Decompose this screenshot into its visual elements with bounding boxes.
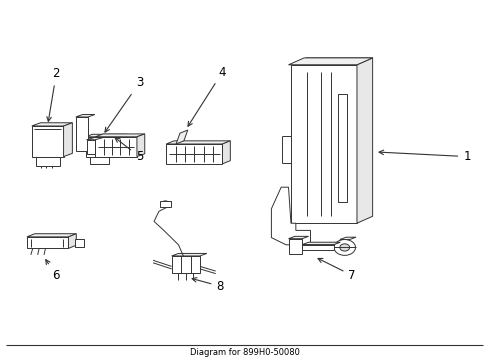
- Circle shape: [344, 58, 351, 63]
- Polygon shape: [166, 144, 222, 164]
- Circle shape: [36, 138, 56, 152]
- Polygon shape: [95, 137, 137, 157]
- Polygon shape: [27, 234, 76, 237]
- Polygon shape: [166, 141, 230, 144]
- Polygon shape: [85, 134, 126, 137]
- Circle shape: [161, 201, 169, 207]
- Polygon shape: [339, 237, 355, 239]
- Polygon shape: [76, 114, 95, 117]
- Circle shape: [41, 142, 50, 148]
- Bar: [75, 239, 84, 247]
- Circle shape: [333, 239, 355, 255]
- Circle shape: [289, 243, 299, 251]
- Polygon shape: [176, 130, 187, 144]
- Polygon shape: [356, 58, 372, 223]
- Polygon shape: [27, 237, 68, 248]
- Text: 5: 5: [115, 138, 143, 163]
- Polygon shape: [68, 234, 76, 248]
- Polygon shape: [288, 58, 372, 65]
- Bar: [302, 244, 333, 250]
- Text: 8: 8: [192, 278, 224, 293]
- Polygon shape: [86, 138, 103, 140]
- Polygon shape: [120, 134, 126, 157]
- Text: 7: 7: [317, 258, 355, 282]
- Polygon shape: [76, 117, 88, 151]
- Polygon shape: [32, 126, 63, 157]
- Bar: [36, 157, 60, 166]
- Polygon shape: [32, 123, 72, 126]
- Text: 2: 2: [47, 67, 60, 121]
- Text: Diagram for 899H0-50080: Diagram for 899H0-50080: [189, 348, 299, 356]
- Text: 3: 3: [105, 76, 143, 132]
- Polygon shape: [171, 256, 200, 273]
- Circle shape: [79, 123, 87, 129]
- Polygon shape: [171, 253, 206, 256]
- Polygon shape: [85, 137, 120, 157]
- Text: 4: 4: [187, 66, 226, 126]
- Bar: [90, 157, 109, 164]
- Bar: [160, 201, 170, 207]
- Polygon shape: [290, 65, 356, 223]
- Polygon shape: [271, 187, 310, 245]
- Polygon shape: [302, 242, 340, 244]
- Polygon shape: [86, 140, 95, 154]
- Polygon shape: [288, 236, 308, 239]
- Text: 1: 1: [378, 150, 470, 163]
- Polygon shape: [222, 141, 230, 164]
- Bar: [338, 94, 346, 202]
- Polygon shape: [290, 58, 372, 65]
- Circle shape: [339, 244, 349, 251]
- Polygon shape: [288, 239, 302, 254]
- Polygon shape: [95, 134, 144, 137]
- Text: 6: 6: [46, 260, 60, 282]
- Polygon shape: [63, 123, 72, 157]
- Polygon shape: [137, 134, 144, 157]
